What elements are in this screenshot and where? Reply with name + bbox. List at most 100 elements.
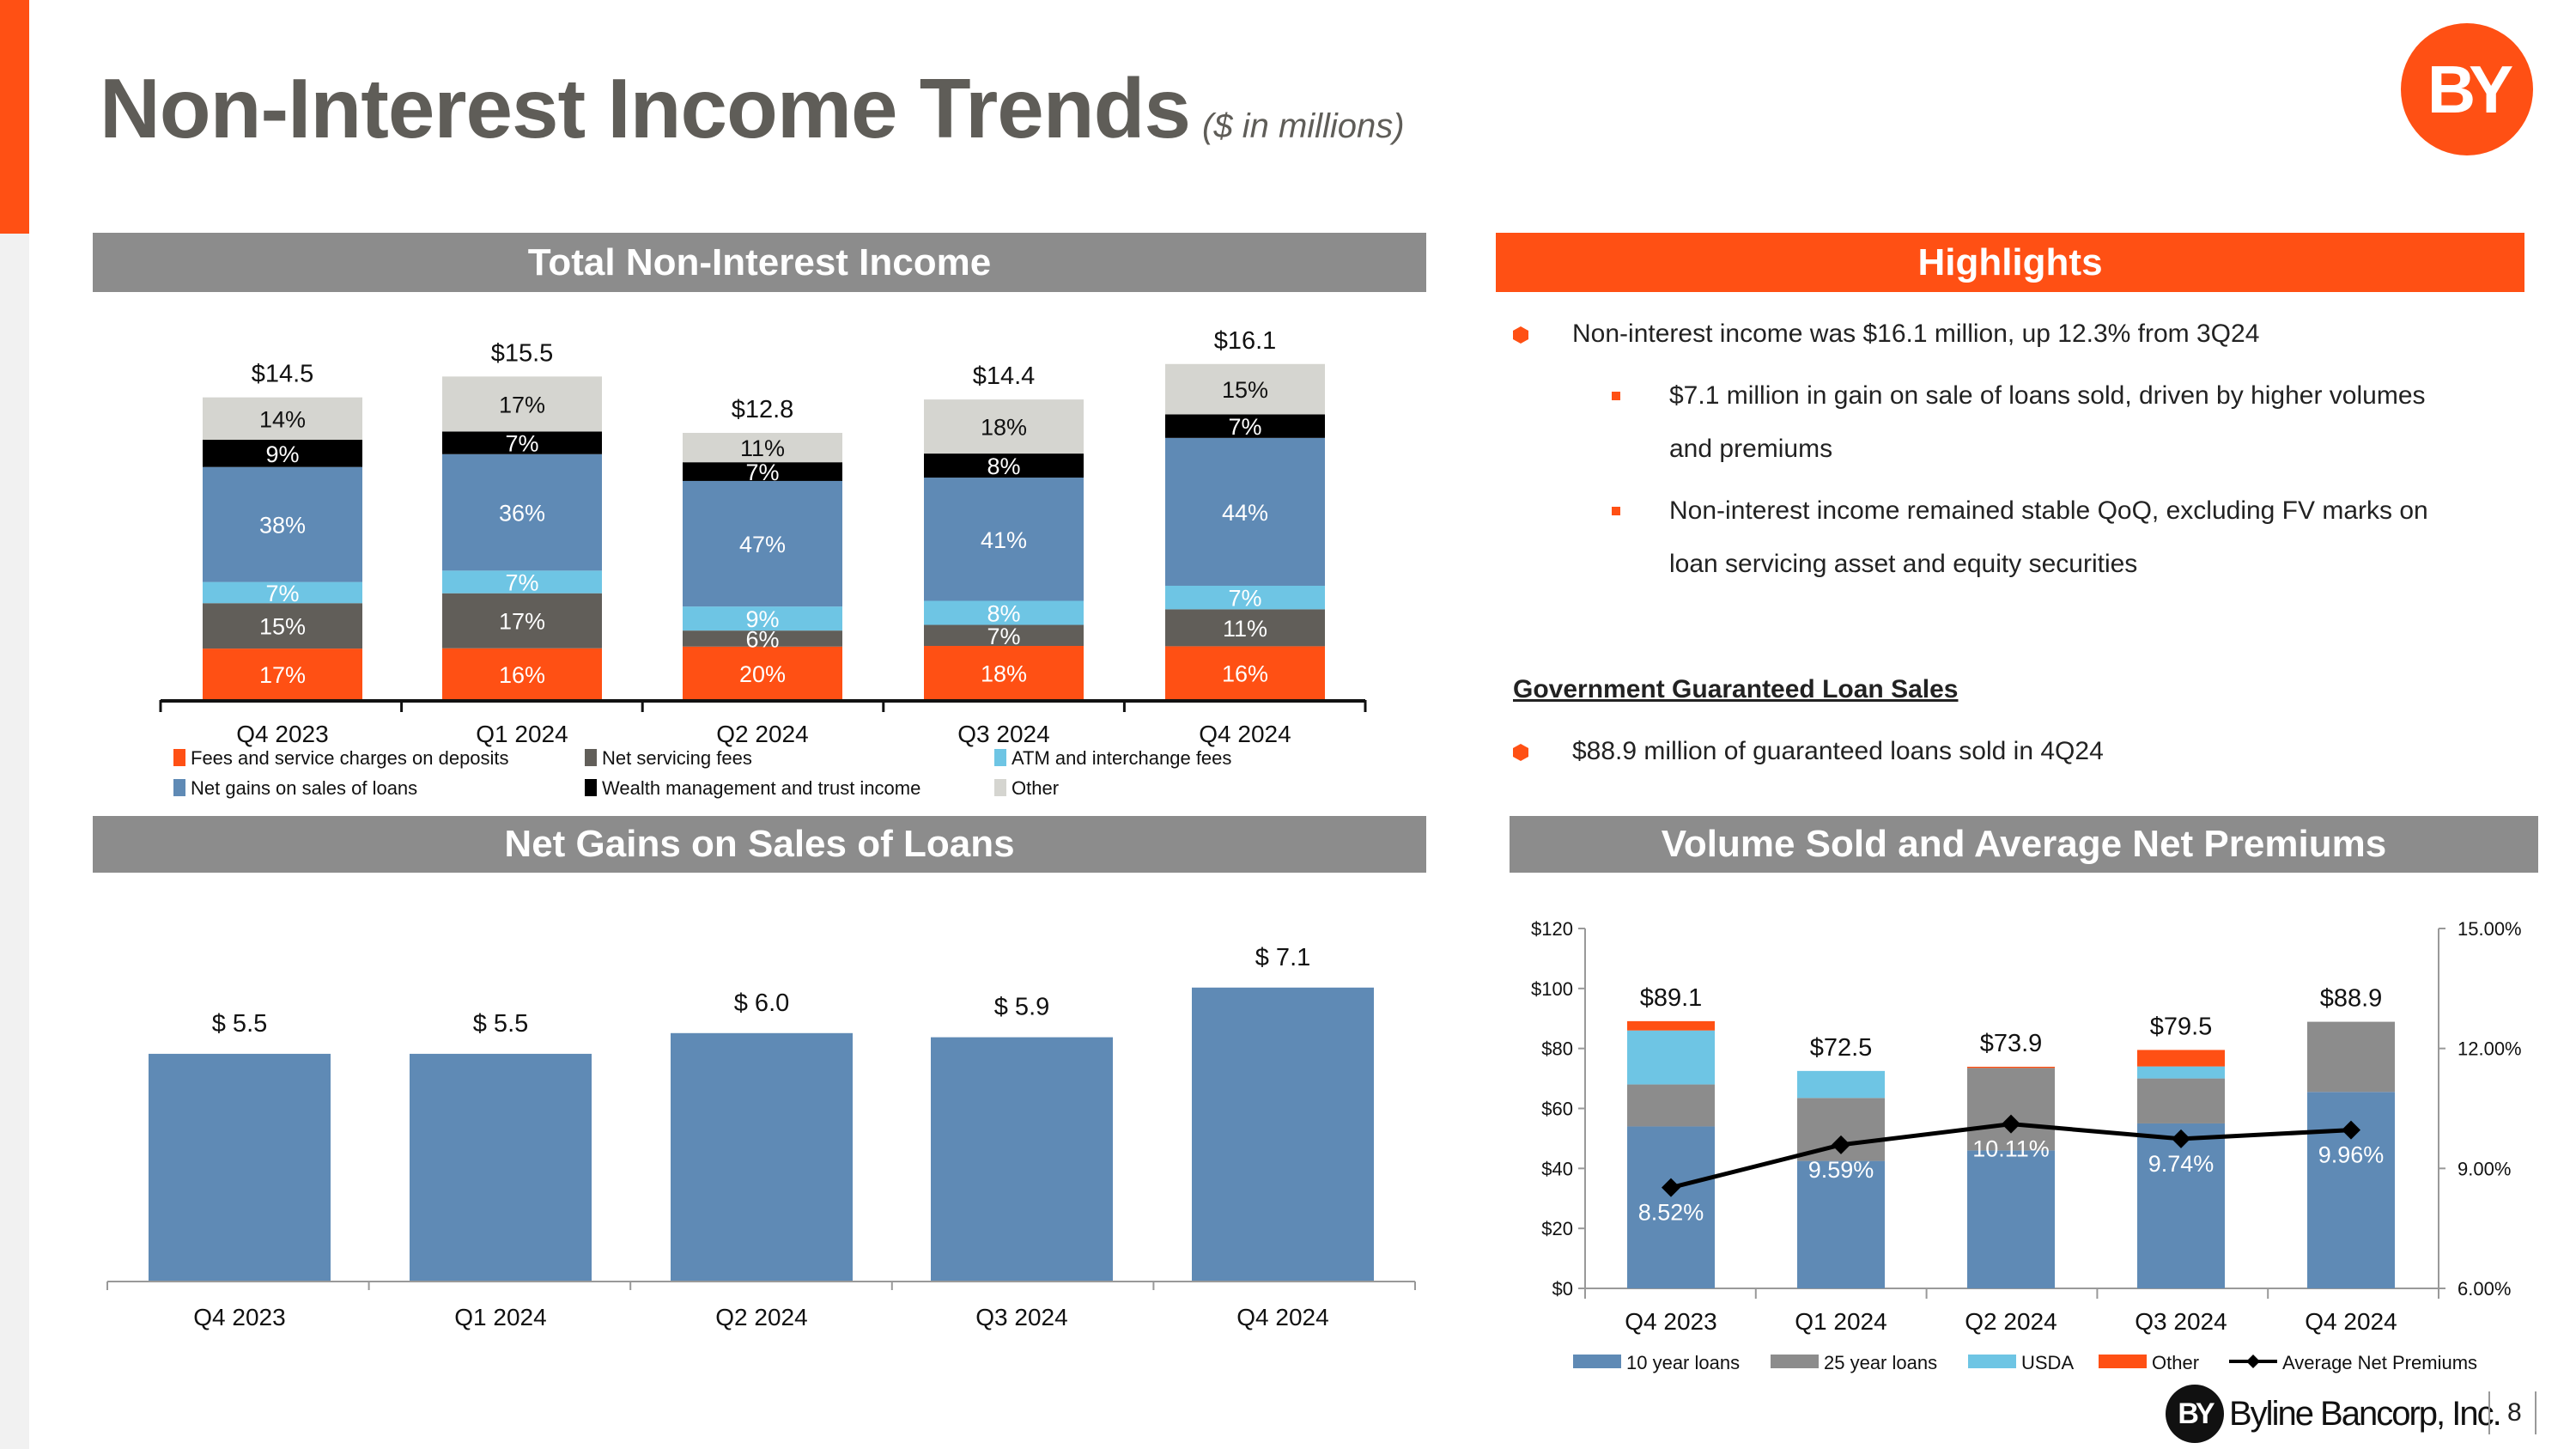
highlight-bullet: Non-interest income was $16.1 million, u…: [1572, 320, 2260, 348]
total-label: $16.1: [1214, 327, 1277, 355]
segment-label: 15%: [1222, 377, 1268, 403]
y-tick-label: 9.00%: [2458, 1158, 2511, 1179]
bar-segment: [442, 648, 602, 700]
total-label: $12.8: [732, 396, 794, 423]
total-label: $72.5: [1810, 1034, 1873, 1062]
page-number: 8: [2507, 1398, 2522, 1427]
segment-label: 11%: [740, 435, 785, 461]
y-tick-label: $100: [1531, 978, 1573, 1000]
legend-label: Fees and service charges on deposits: [191, 747, 509, 769]
side-strip: [0, 234, 29, 1449]
section-header-highlights: Highlights: [1496, 233, 2524, 292]
bar-segment: [683, 462, 842, 481]
bar-value-label: $ 5.5: [473, 1010, 529, 1038]
x-tick-label: Q3 2024: [2135, 1308, 2227, 1335]
legend-label: Net gains on sales of loans: [191, 777, 417, 799]
page-title: Non-Interest Income Trends ($ in millions…: [100, 60, 1405, 157]
bar-segment: [1165, 414, 1325, 438]
hexagon-bullet-icon: [1513, 744, 1528, 761]
x-tick-label: Q3 2024: [975, 1304, 1067, 1330]
bar-segment: [442, 454, 602, 571]
legend-swatch: [173, 779, 185, 796]
legend-swatch: [1573, 1355, 1621, 1368]
highlight-bullet: loan servicing asset and equity securiti…: [1669, 550, 2138, 578]
legend-label: Other: [2152, 1352, 2199, 1373]
y-tick-label: $40: [1541, 1158, 1573, 1179]
bar-segment: [1165, 585, 1325, 610]
bar-segment: [203, 603, 362, 649]
bar: [410, 1053, 592, 1282]
legend-swatch: [585, 749, 597, 766]
bar-value-label: $ 6.0: [734, 989, 790, 1017]
bar-segment: [683, 646, 842, 700]
legend-swatch: [994, 749, 1006, 766]
highlight-bullet: and premiums: [1669, 435, 1833, 463]
bar-segment: [203, 581, 362, 604]
footer-company-name: Byline Bancorp, Inc.: [2229, 1395, 2502, 1433]
segment-label: 7%: [987, 624, 1020, 649]
segment-label: 7%: [505, 431, 538, 457]
bar-segment: [683, 432, 842, 463]
premium-marker: [1662, 1178, 1680, 1197]
total-label: $79.5: [2150, 1013, 2213, 1040]
legend-swatch: [994, 779, 1006, 796]
x-tick-label: Q4 2023: [193, 1304, 285, 1330]
total-label: $14.4: [973, 362, 1036, 390]
bar-segment: [1967, 1150, 2055, 1288]
segment-label: 44%: [1222, 500, 1268, 526]
segment-label: 7%: [265, 581, 299, 606]
bar-segment: [1165, 363, 1325, 415]
bar-segment: [442, 431, 602, 454]
total-label: $14.5: [252, 361, 314, 388]
premium-label: 9.59%: [1808, 1157, 1874, 1183]
x-tick-label: Q3 2024: [957, 721, 1049, 747]
bar-segment: [924, 624, 1084, 647]
bar-segment: [2137, 1066, 2225, 1079]
footer-logo: BY: [2166, 1385, 2224, 1443]
segment-label: 16%: [499, 662, 545, 688]
bar-segment: [1165, 646, 1325, 700]
segment-label: 17%: [499, 609, 545, 635]
bar-segment: [924, 646, 1084, 700]
premium-marker: [2002, 1114, 2020, 1134]
footer-divider: [2535, 1391, 2537, 1434]
premium-marker: [1832, 1135, 1850, 1154]
bar-segment: [1165, 609, 1325, 647]
segment-label: 18%: [981, 661, 1027, 687]
total-label: $15.5: [491, 339, 554, 367]
segment-label: 36%: [499, 501, 545, 527]
bar-value-label: $ 7.1: [1255, 944, 1311, 971]
bar-segment: [1627, 1126, 1715, 1288]
bar-segment: [203, 466, 362, 582]
bar-segment: [924, 478, 1084, 601]
segment-label: 7%: [1228, 586, 1261, 612]
segment-label: 8%: [987, 454, 1020, 479]
y-tick-label: $120: [1531, 918, 1573, 940]
bar-segment: [1797, 1070, 1885, 1099]
bar-segment: [1627, 1030, 1715, 1085]
bar-segment: [203, 397, 362, 440]
y-tick-label: 12.00%: [2458, 1038, 2522, 1060]
bar: [149, 1053, 331, 1282]
premium-marker: [2342, 1120, 2360, 1140]
hexagon-bullet-icon: [1513, 326, 1528, 344]
legend-label: Net servicing fees: [602, 747, 752, 769]
bar-segment: [203, 648, 362, 700]
x-tick-label: Q2 2024: [1965, 1308, 2057, 1335]
legend-swatch: [2099, 1355, 2147, 1368]
total-label: $88.9: [2320, 985, 2383, 1013]
y-tick-label: 15.00%: [2458, 918, 2522, 940]
legend-label: ATM and interchange fees: [1012, 747, 1231, 769]
bar-segment: [442, 376, 602, 432]
segment-label: 16%: [1222, 661, 1268, 687]
subtitle: ($ in millions): [1202, 107, 1405, 145]
bar-segment: [1797, 1160, 1885, 1288]
section-header-total: Total Non-Interest Income: [93, 233, 1426, 292]
bar-segment: [2137, 1123, 2225, 1288]
bar-segment: [1627, 1020, 1715, 1031]
segment-label: 9%: [745, 606, 779, 632]
bar-segment: [2137, 1050, 2225, 1067]
legend-swatch: [173, 749, 185, 766]
segment-label: 47%: [739, 532, 786, 557]
